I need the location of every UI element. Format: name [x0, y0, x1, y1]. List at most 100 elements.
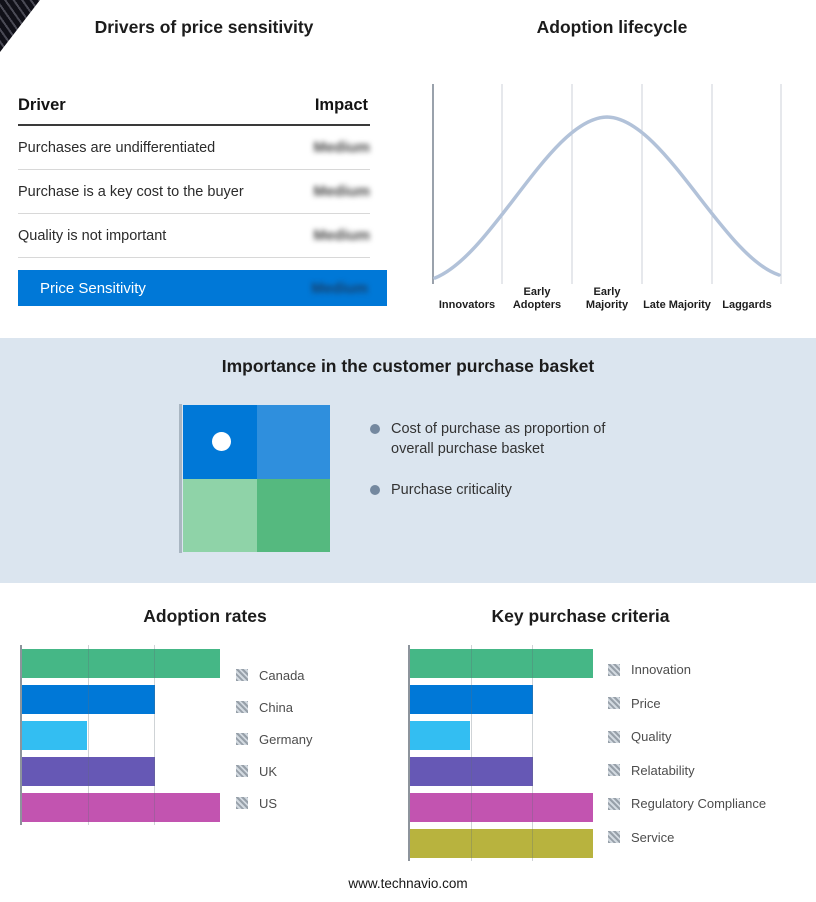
legend-marker-icon — [236, 765, 248, 777]
legend-item: US — [236, 787, 312, 819]
table-row: Purchases are undifferentiated Medium — [18, 126, 370, 170]
legend-label: Quality — [631, 729, 672, 745]
lifecycle-stage-labels: Innovators Early Adopters Early Majority… — [432, 286, 782, 312]
price-sensitivity-label: Price Sensitivity — [40, 279, 146, 297]
purchase-basket-matrix — [183, 405, 330, 552]
legend-label: UK — [259, 763, 278, 779]
bar-quality — [410, 720, 471, 750]
bullet-item: Purchase criticality — [370, 480, 638, 500]
legend-label: US — [259, 795, 278, 811]
bell-curve — [433, 115, 781, 280]
chart-gridline — [532, 645, 534, 861]
stage-label-laggards: Laggards — [722, 299, 772, 312]
legend-item: Relatability — [608, 754, 766, 788]
matrix-highlight-dot — [212, 432, 231, 451]
bar-row — [22, 717, 220, 753]
chart-gridline — [154, 645, 156, 825]
legend-label: Relatability — [631, 762, 695, 778]
website-url: www.technavio.com — [348, 876, 468, 891]
adoption-lifecycle-chart — [432, 84, 782, 284]
legend-label: Germany — [259, 731, 313, 747]
impact-cell-redacted: Medium — [313, 139, 370, 156]
legend-item: Canada — [236, 659, 312, 691]
price-sensitivity-row: Price Sensitivity Medium — [18, 270, 387, 306]
bar-row — [410, 645, 593, 681]
legend-marker-icon — [608, 764, 620, 777]
legend-marker-icon — [236, 701, 248, 713]
basket-panel-title: Importance in the customer purchase bask… — [221, 356, 595, 376]
legend-item: Germany — [236, 723, 312, 755]
driver-cell: Purchase is a key cost to the buyer — [18, 183, 244, 200]
bullet-text: Cost of purchase as proportion of overal… — [391, 421, 606, 457]
impact-cell-redacted: Medium — [313, 227, 370, 244]
impact-cell-redacted: Medium — [313, 183, 370, 200]
bar-row — [22, 681, 220, 717]
lifecycle-panel-title: Adoption lifecycle — [536, 17, 688, 37]
legend-item: Innovation — [608, 653, 766, 687]
chart-gridline — [470, 645, 472, 861]
adoption-rates-chart — [20, 645, 220, 825]
bar-row — [410, 825, 593, 861]
stage-label-late-majority: Late Majority — [643, 299, 711, 312]
legend-label: Service — [631, 829, 675, 845]
legend-marker-icon — [236, 797, 248, 809]
chart-gridline — [87, 645, 89, 825]
legend-item: China — [236, 691, 312, 723]
bar-row — [22, 789, 220, 825]
legend-label: Canada — [259, 667, 305, 683]
bar-row — [410, 753, 593, 789]
bar-row — [22, 645, 220, 681]
driver-column-header: Driver — [18, 96, 66, 114]
key-purchase-criteria-chart — [408, 645, 593, 861]
legend-marker-icon — [236, 733, 248, 745]
impact-column-header: Impact — [314, 96, 368, 114]
legend-item: Regulatory Compliance — [608, 787, 766, 821]
bar-germany — [22, 720, 88, 750]
legend-label: Price — [631, 695, 661, 711]
bar-relatability — [410, 756, 533, 786]
bar-innovation — [410, 648, 593, 678]
matrix-quadrant — [256, 478, 330, 552]
bar-china — [22, 684, 155, 714]
legend-marker-icon — [608, 697, 620, 710]
legend-marker-icon — [608, 831, 620, 844]
bar-uk — [22, 756, 155, 786]
bar-row — [410, 717, 593, 753]
bullet-item: Cost of purchase as proportion of overal… — [370, 419, 638, 459]
legend-item: Quality — [608, 720, 766, 754]
price-sensitivity-impact-redacted: Medium — [311, 279, 368, 297]
drivers-table: Driver Impact Purchases are undifferenti… — [18, 90, 370, 258]
drivers-panel-title: Drivers of price sensitivity — [94, 17, 314, 37]
purchase-basket-band — [0, 338, 816, 583]
bar-row — [410, 681, 593, 717]
bar-canada — [22, 648, 220, 678]
legend-marker-icon — [608, 797, 620, 810]
stage-label-early-adopters: Early Adopters — [512, 286, 562, 312]
lifecycle-gridlines — [501, 84, 782, 284]
legend-label: China — [259, 699, 293, 715]
bar-price — [410, 684, 533, 714]
stage-label-innovators: Innovators — [438, 299, 496, 312]
driver-cell: Quality is not important — [18, 227, 167, 244]
driver-cell: Purchases are undifferentiated — [18, 139, 216, 156]
matrix-quadrant — [256, 405, 330, 479]
legend-marker-icon — [608, 730, 620, 743]
bar-row — [410, 789, 593, 825]
table-row: Quality is not important Medium — [18, 214, 370, 258]
basket-bullets: Cost of purchase as proportion of overal… — [370, 419, 638, 521]
stage-label-early-majority: Early Majority — [585, 286, 629, 312]
legend-label: Innovation — [631, 662, 691, 678]
bullet-icon — [370, 424, 380, 434]
legend-item: Service — [608, 821, 766, 855]
bullet-text: Purchase criticality — [391, 482, 512, 498]
legend-label: Regulatory Compliance — [631, 796, 767, 812]
bar-us — [22, 792, 220, 822]
matrix-quadrant — [183, 478, 257, 552]
legend-item: UK — [236, 755, 312, 787]
drivers-table-header: Driver Impact — [18, 90, 370, 126]
key-purchase-criteria-legend: Innovation Price Quality Relatability Regula… — [608, 653, 766, 854]
table-row: Purchase is a key cost to the buyer Medi… — [18, 170, 370, 214]
legend-marker-icon — [236, 669, 248, 681]
key-purchase-criteria-title: Key purchase criteria — [491, 606, 670, 626]
